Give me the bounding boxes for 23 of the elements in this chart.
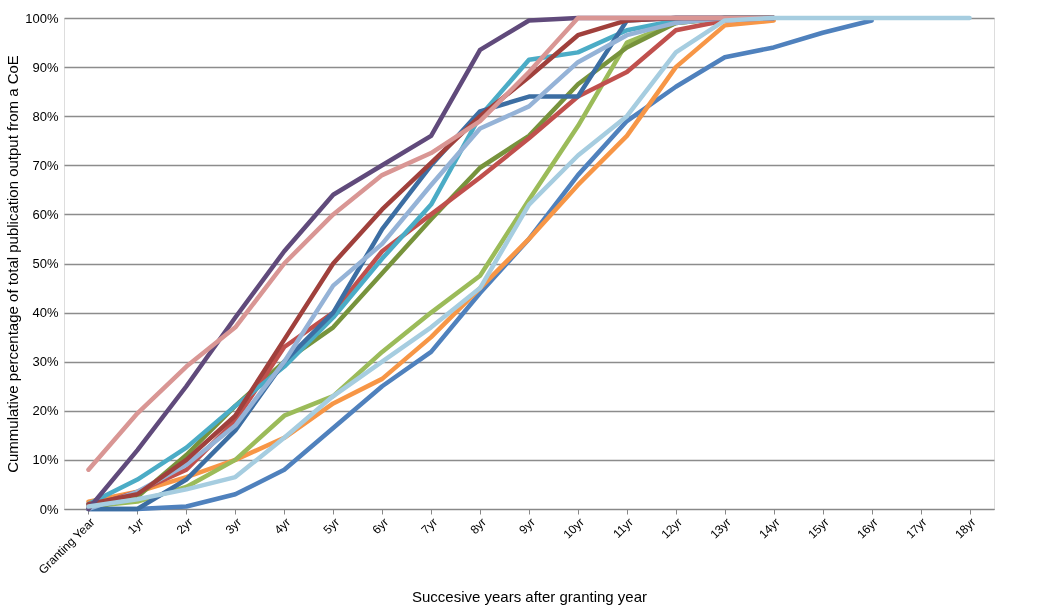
x-tick-label: 5yr	[320, 515, 343, 537]
x-tick-label: 9yr	[516, 515, 538, 537]
x-tick-label: 2yr	[173, 515, 196, 537]
x-tick-label: 6yr	[369, 515, 392, 537]
x-tick-label: 7yr	[418, 515, 441, 537]
x-axis-title: Succesive years after granting year	[411, 588, 648, 606]
x-tick-label: 3yr	[222, 515, 245, 537]
y-tick-label: 10%	[32, 452, 59, 468]
x-tick-label: 4yr	[271, 515, 294, 537]
y-tick-label: 90%	[32, 59, 59, 75]
y-tick-label: 40%	[32, 305, 59, 321]
x-tick-label: 11yr	[610, 515, 636, 541]
y-tick-label: 20%	[32, 403, 59, 419]
y-tick-label: 60%	[32, 206, 59, 222]
x-tick-label: 8yr	[467, 515, 490, 537]
y-tick-label: 50%	[32, 256, 59, 271]
y-tick-label: 0%	[39, 501, 59, 517]
y-tick-label: 70%	[32, 157, 59, 173]
y-tick-label: 30%	[32, 354, 59, 370]
y-axis-title: Cummulative percentage of total publication output from a CoE	[4, 55, 22, 473]
y-tick-label: 80%	[32, 108, 59, 124]
x-tick-label: 1yr	[124, 515, 147, 537]
y-tick-label: 100%	[25, 10, 59, 26]
